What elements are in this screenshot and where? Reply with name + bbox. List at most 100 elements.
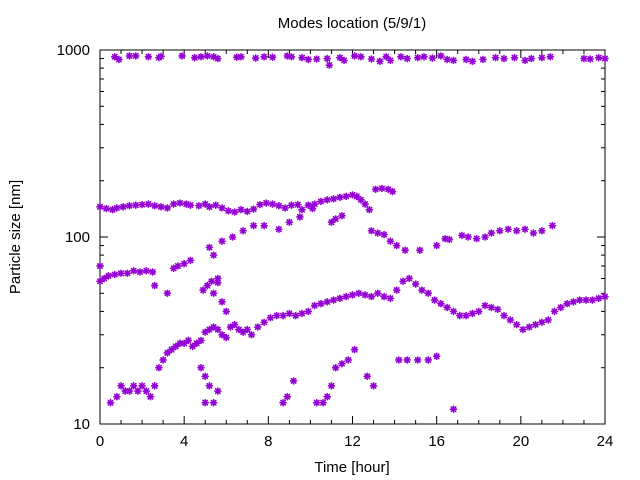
data-point bbox=[327, 382, 336, 390]
data-point bbox=[178, 52, 186, 60]
data-point bbox=[550, 307, 559, 316]
data-point bbox=[201, 372, 210, 381]
data-point bbox=[287, 52, 296, 61]
data-point bbox=[416, 246, 424, 254]
data-point bbox=[432, 241, 441, 250]
data-point bbox=[487, 229, 496, 237]
data-point bbox=[521, 56, 529, 65]
data-point bbox=[289, 377, 298, 385]
data-point bbox=[521, 225, 529, 234]
data-point bbox=[237, 52, 245, 61]
data-point bbox=[424, 289, 433, 298]
data-point bbox=[159, 356, 167, 364]
data-point bbox=[371, 185, 380, 194]
data-point bbox=[102, 204, 111, 213]
data-point bbox=[110, 270, 119, 279]
data-point bbox=[205, 325, 214, 334]
data-point bbox=[367, 226, 376, 235]
data-point bbox=[399, 277, 407, 286]
data-point bbox=[449, 405, 458, 413]
data-point bbox=[413, 356, 422, 364]
data-point bbox=[329, 195, 338, 203]
y-tick-label: 100 bbox=[65, 229, 90, 246]
data-point bbox=[405, 274, 414, 283]
plot-frame bbox=[99, 49, 606, 425]
data-point bbox=[205, 382, 214, 390]
data-point bbox=[190, 53, 199, 62]
data-point bbox=[394, 356, 403, 364]
data-point bbox=[601, 54, 609, 63]
data-point bbox=[230, 208, 239, 216]
data-point bbox=[262, 199, 271, 207]
data-point bbox=[506, 316, 515, 324]
data-point bbox=[365, 205, 374, 214]
data-point bbox=[222, 307, 231, 316]
data-point bbox=[500, 54, 508, 63]
data-point bbox=[138, 382, 146, 390]
data-point bbox=[150, 281, 159, 290]
data-point bbox=[176, 199, 184, 207]
data-point bbox=[96, 203, 104, 211]
data-point bbox=[312, 398, 321, 407]
data-point bbox=[235, 325, 243, 334]
data-point bbox=[169, 200, 178, 208]
data-point bbox=[445, 235, 454, 244]
data-point bbox=[136, 268, 144, 276]
data-point bbox=[350, 345, 359, 354]
data-point bbox=[510, 53, 519, 62]
data-point bbox=[373, 229, 382, 237]
data-point bbox=[546, 52, 555, 61]
data-point bbox=[115, 55, 123, 64]
data-point bbox=[512, 320, 521, 329]
data-point bbox=[113, 204, 121, 212]
data-point bbox=[186, 256, 195, 265]
data-point bbox=[519, 325, 527, 334]
data-point bbox=[548, 221, 557, 230]
data-point bbox=[340, 56, 348, 65]
data-point bbox=[272, 311, 281, 320]
data-point bbox=[254, 323, 262, 331]
data-point bbox=[376, 57, 384, 66]
data-point bbox=[357, 52, 365, 61]
data-point bbox=[209, 398, 218, 407]
data-point bbox=[437, 299, 445, 308]
data-point bbox=[342, 292, 350, 301]
data-point bbox=[443, 303, 451, 312]
data-point bbox=[230, 320, 239, 329]
data-point bbox=[493, 305, 502, 314]
data-point bbox=[260, 318, 268, 327]
data-point bbox=[413, 53, 422, 62]
data-point bbox=[380, 292, 388, 301]
data-point bbox=[144, 200, 153, 208]
data-point bbox=[428, 54, 437, 62]
data-point bbox=[304, 201, 313, 209]
data-point bbox=[474, 307, 483, 316]
data-point bbox=[331, 363, 340, 372]
data-point bbox=[601, 292, 609, 301]
data-point bbox=[327, 218, 336, 226]
data-point bbox=[125, 52, 134, 60]
data-point bbox=[386, 56, 395, 65]
data-point bbox=[207, 277, 216, 286]
data-point bbox=[205, 243, 214, 252]
data-point bbox=[495, 226, 504, 235]
data-point bbox=[569, 298, 578, 306]
data-point bbox=[338, 211, 346, 220]
data-point bbox=[256, 200, 264, 209]
data-point bbox=[224, 207, 233, 215]
data-point bbox=[283, 392, 292, 401]
data-point bbox=[131, 52, 140, 60]
data-point bbox=[157, 52, 165, 61]
data-point bbox=[131, 201, 140, 209]
data-point bbox=[317, 299, 325, 308]
data-point bbox=[420, 52, 428, 61]
data-point bbox=[456, 311, 464, 320]
data-point bbox=[150, 201, 159, 210]
data-point bbox=[304, 307, 313, 316]
data-point bbox=[129, 382, 138, 390]
data-point bbox=[138, 200, 146, 209]
data-point bbox=[243, 325, 252, 334]
data-point bbox=[361, 291, 369, 299]
data-point bbox=[203, 281, 212, 290]
